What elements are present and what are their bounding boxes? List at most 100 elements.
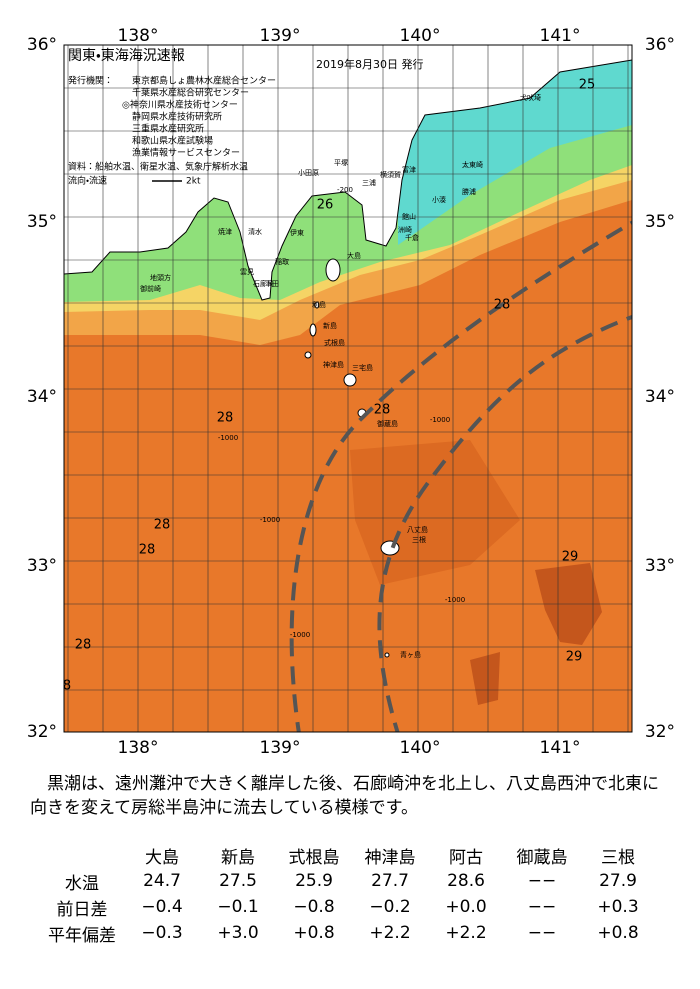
map: 関東・東海海況速報 2019年8月30日 発行 発行機関： 資料：船舶水温、衛星… bbox=[27, 26, 675, 758]
table-cell: 大島 bbox=[145, 847, 179, 868]
place-name: 小田原 bbox=[298, 168, 319, 177]
contour-label: 28 bbox=[139, 543, 156, 558]
lat-label: 34° bbox=[645, 387, 675, 407]
issuer: 和歌山県水産試験場 bbox=[132, 135, 213, 147]
lat-label: 36° bbox=[27, 35, 57, 55]
place-name: 富津 bbox=[402, 165, 416, 174]
current-label: 流向・流速 bbox=[68, 175, 107, 187]
depth-label: -1000 bbox=[445, 596, 465, 604]
table-cell: 三根 bbox=[601, 847, 635, 868]
place-name: 三宅島 bbox=[352, 363, 373, 372]
place-name: 洲崎 bbox=[398, 225, 412, 234]
lat-label: 32° bbox=[27, 722, 57, 742]
corner bbox=[40, 842, 124, 868]
place-name: 小湊 bbox=[432, 195, 446, 204]
table-row: 平年偏差 −0.3 +3.0 +0.8 +2.2 +2.2 −− +0.8 bbox=[40, 920, 656, 946]
map-title: 関東・東海海況速報 bbox=[68, 48, 185, 64]
table-cell: −− bbox=[527, 871, 557, 891]
table-cell: 前日差 bbox=[56, 899, 108, 920]
lon-label: 141° bbox=[540, 26, 581, 46]
table-cell: −0.1 bbox=[217, 897, 259, 917]
island bbox=[325, 258, 341, 282]
lon-label: 138° bbox=[118, 26, 159, 46]
table-cell: +0.0 bbox=[445, 897, 487, 917]
lon-label: 140° bbox=[400, 26, 441, 46]
issuer: 漁業情報サービスセンター bbox=[132, 147, 240, 159]
place-name: 石廊崎 bbox=[253, 279, 274, 288]
place-name: 平塚 bbox=[334, 158, 348, 167]
place-name: 御蔵島 bbox=[377, 419, 398, 428]
table-cell: 24.7 bbox=[143, 871, 181, 891]
depth-label: -200 bbox=[337, 186, 353, 194]
table-cell: +0.8 bbox=[597, 923, 639, 943]
island bbox=[304, 351, 312, 359]
lon-label: 138° bbox=[118, 738, 159, 758]
lon-label: 141° bbox=[540, 738, 581, 758]
place-name: 館山 bbox=[402, 212, 416, 221]
description: 黒潮は、遠州灘沖で大きく離岸した後、石廊崎沖を北上し、八丈島西沖で北東に向きを変… bbox=[30, 774, 659, 818]
table-cell: +2.2 bbox=[369, 923, 411, 943]
table-cell: 阿古 bbox=[449, 847, 483, 868]
place-name: 三浦 bbox=[362, 178, 376, 187]
table-cell: 新島 bbox=[221, 847, 255, 868]
map-frame bbox=[63, 44, 633, 733]
kuroshio-axis bbox=[289, 220, 632, 732]
lon-label: 139° bbox=[260, 26, 301, 46]
kuroshio-edge bbox=[377, 314, 632, 732]
header-row: 大島 新島 式根島 神津島 阿古 御蔵島 三根 bbox=[40, 842, 656, 868]
place-name: 大島 bbox=[347, 251, 361, 260]
lat-label: 33° bbox=[645, 556, 675, 576]
table-cell: 25.9 bbox=[295, 871, 333, 891]
lon-label: 140° bbox=[400, 738, 441, 758]
place-name: 勝浦 bbox=[462, 187, 476, 196]
issuer: 東京都島しょ農林水産総合センター bbox=[132, 75, 276, 87]
grid bbox=[64, 45, 632, 732]
place-name: 横須賀 bbox=[380, 170, 401, 179]
place-name: 太東崎 bbox=[462, 160, 483, 169]
lat-label: 34° bbox=[27, 387, 57, 407]
lon-label: 139° bbox=[260, 738, 301, 758]
table-cell: 平年偏差 bbox=[48, 925, 116, 946]
place-name: 神津島 bbox=[323, 360, 344, 369]
warm-core bbox=[470, 652, 500, 705]
place-name: 稲取 bbox=[275, 257, 289, 266]
table-cell: +3.0 bbox=[217, 923, 259, 943]
lat-label: 33° bbox=[27, 556, 57, 576]
place-name: 利島 bbox=[312, 300, 326, 309]
contour-label: 29 bbox=[562, 550, 579, 565]
depth-label: -1000 bbox=[218, 434, 238, 442]
depth-label: -1000 bbox=[290, 631, 310, 639]
place-name: 新島 bbox=[323, 321, 337, 330]
place-name: 三根 bbox=[412, 535, 426, 544]
table-cell: −0.4 bbox=[141, 897, 183, 917]
island bbox=[314, 301, 320, 309]
place-name: 青ヶ島 bbox=[400, 650, 421, 659]
depth-label: -1000 bbox=[260, 516, 280, 524]
lat-label: 36° bbox=[645, 35, 675, 55]
table-cell: −0.8 bbox=[293, 897, 335, 917]
table-cell: 御蔵島 bbox=[516, 847, 568, 868]
place-name: 下田 bbox=[265, 280, 279, 288]
table-cell: −− bbox=[527, 897, 557, 917]
sst-table: 大島 新島 式根島 神津島 阿古 御蔵島 三根 水温 24.7 27.5 25.9 27.7 28.6… bbox=[40, 842, 656, 946]
depth-label: -1000 bbox=[430, 416, 450, 424]
table-cell: −− bbox=[527, 923, 557, 943]
lat-label: 32° bbox=[645, 722, 675, 742]
issuer: ◎神奈川県水産技術センター bbox=[122, 99, 238, 111]
place-name: 八丈島 bbox=[407, 525, 428, 534]
place-name: 清水 bbox=[248, 227, 262, 236]
place-name: 千倉 bbox=[405, 233, 419, 242]
contour-label: 26 bbox=[317, 198, 334, 213]
island bbox=[309, 323, 317, 337]
table-cell: 28.6 bbox=[447, 871, 485, 891]
table-row: 前日差 −0.4 −0.1 −0.8 −0.2 +0.0 −− +0.3 bbox=[40, 894, 656, 920]
contour-label: 29 bbox=[566, 650, 583, 665]
issuer-label: 発行機関： bbox=[68, 75, 113, 87]
contour-label: 28 bbox=[75, 638, 92, 653]
table-cell: +2.2 bbox=[445, 923, 487, 943]
table-cell: 神津島 bbox=[364, 847, 416, 868]
contour-label: 25 bbox=[579, 78, 596, 93]
contour-label: 28 bbox=[217, 411, 234, 426]
table-cell: 27.9 bbox=[599, 871, 637, 891]
